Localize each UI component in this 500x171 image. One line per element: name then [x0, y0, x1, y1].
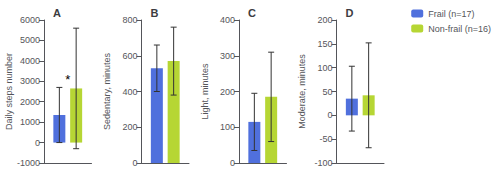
svg-text:5000: 5000 [20, 35, 40, 45]
svg-text:200: 200 [122, 122, 137, 132]
svg-text:Sedentary, minutes: Sedentary, minutes [102, 53, 112, 130]
svg-text:D: D [346, 7, 354, 19]
svg-text:B: B [151, 7, 159, 19]
svg-text:800: 800 [122, 15, 137, 25]
svg-text:-100: -100 [314, 158, 332, 168]
svg-text:200: 200 [317, 15, 332, 25]
svg-text:400: 400 [122, 87, 137, 97]
svg-text:Non-frail (n=16): Non-frail (n=16) [428, 24, 491, 34]
svg-text:4000: 4000 [20, 56, 40, 66]
svg-text:200: 200 [220, 87, 235, 97]
svg-text:300: 300 [220, 51, 235, 61]
svg-text:0: 0 [35, 138, 40, 148]
svg-text:0: 0 [230, 158, 235, 168]
svg-text:400: 400 [220, 15, 235, 25]
svg-text:2000: 2000 [20, 97, 40, 107]
svg-text:*: * [65, 72, 70, 87]
svg-text:100: 100 [220, 122, 235, 132]
svg-text:A: A [53, 7, 61, 19]
svg-text:0: 0 [327, 110, 332, 120]
svg-text:3000: 3000 [20, 76, 40, 86]
svg-text:-1000: -1000 [17, 158, 40, 168]
svg-text:150: 150 [317, 39, 332, 49]
svg-text:-50: -50 [319, 134, 332, 144]
svg-text:Daily steps number: Daily steps number [4, 53, 14, 130]
svg-text:Frail (n=17): Frail (n=17) [428, 9, 474, 19]
svg-text:6000: 6000 [20, 15, 40, 25]
svg-text:1000: 1000 [20, 117, 40, 127]
svg-text:Light, minutes: Light, minutes [200, 63, 210, 120]
svg-text:Moderate, minutes: Moderate, minutes [297, 54, 307, 129]
svg-text:100: 100 [317, 63, 332, 73]
svg-text:0: 0 [132, 158, 137, 168]
svg-text:600: 600 [122, 51, 137, 61]
svg-text:50: 50 [322, 87, 332, 97]
svg-text:C: C [248, 7, 256, 19]
